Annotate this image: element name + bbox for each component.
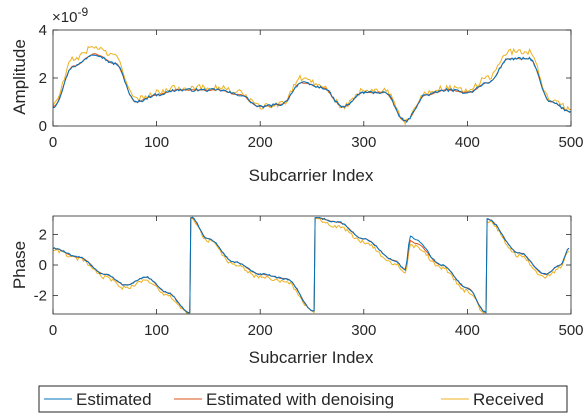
- amplitude-y-tick-label: 2: [39, 70, 47, 87]
- amplitude-series-estimated-with-denoising: [53, 53, 571, 122]
- phase-y-tick-label: 2: [39, 226, 47, 243]
- legend-label-received: Received: [473, 390, 544, 409]
- phase-series-estimated-with-denoising: [53, 216, 570, 314]
- phase-x-tick-label: 100: [144, 322, 169, 339]
- legend-box: [38, 385, 568, 413]
- phase-y-axis-label: Phase: [10, 241, 29, 289]
- phase-series-estimated: [53, 216, 570, 314]
- phase-x-tick-label: 300: [351, 322, 376, 339]
- amplitude-x-axis-label: Subcarrier Index: [249, 166, 374, 185]
- amplitude-x-tick-label: 500: [558, 134, 583, 151]
- legend-label-estimated-denoising: Estimated with denoising: [206, 390, 394, 409]
- legend-label-estimated: Estimated: [76, 390, 152, 409]
- amplitude-y-axis-label: Amplitude: [10, 39, 29, 115]
- phase-x-tick-label: 500: [558, 322, 583, 339]
- phase-x-tick-label: 200: [248, 322, 273, 339]
- phase-y-tick-label: -2: [34, 288, 47, 305]
- phase-x-tick-label: 400: [455, 322, 480, 339]
- amplitude-exponent-label: ×10-9: [52, 5, 88, 26]
- amplitude-y-tick-label: 4: [39, 22, 47, 39]
- amplitude-series-estimated: [53, 54, 571, 124]
- phase-series-received: [53, 216, 570, 314]
- amplitude-y-tick-label: 0: [39, 118, 47, 135]
- phase-x-axis-label: Subcarrier Index: [249, 348, 374, 367]
- amplitude-axes-box: [52, 29, 572, 127]
- amplitude-x-tick-label: 200: [248, 134, 273, 151]
- phase-x-tick-label: 0: [49, 322, 57, 339]
- amplitude-x-tick-label: 400: [455, 134, 480, 151]
- amplitude-x-tick-label: 300: [351, 134, 376, 151]
- amplitude-chart: ×10-9 Amplitude Subcarrier Index 0 100 200…: [10, 5, 584, 185]
- phase-axes-box: [52, 215, 572, 315]
- chart-legend: Estimated Estimated with denoising Recei…: [38, 385, 568, 413]
- phase-chart: Phase Subcarrier Index 0 100 200 300 400 500 -…: [10, 215, 584, 367]
- amplitude-x-tick-label: 0: [49, 134, 57, 151]
- amplitude-exponent-power: -9: [77, 5, 88, 19]
- phase-y-tick-label: 0: [39, 257, 47, 274]
- amplitude-x-tick-label: 100: [144, 134, 169, 151]
